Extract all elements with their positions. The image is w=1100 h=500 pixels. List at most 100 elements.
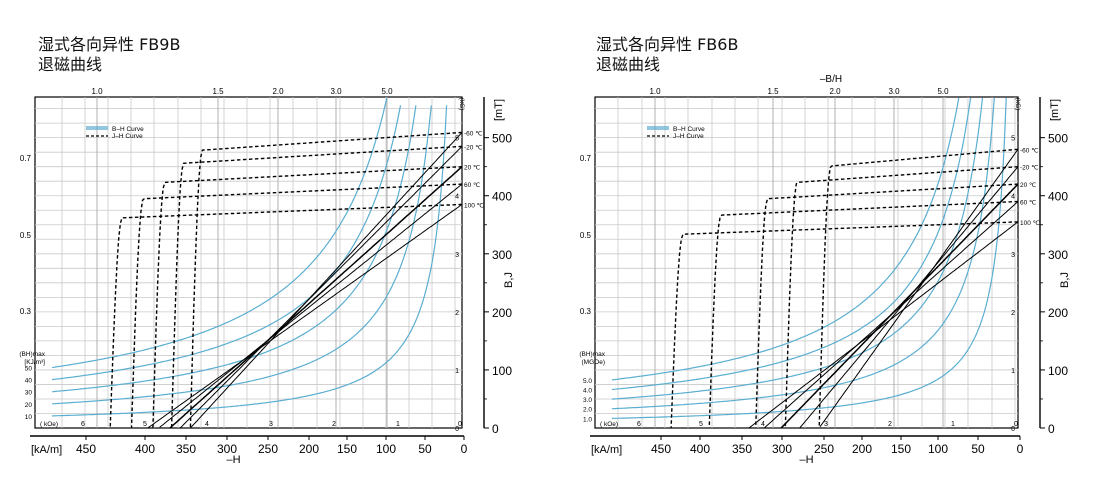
bhmax-label: (BH)max — [579, 351, 605, 358]
kg-tick-label: 2 — [455, 310, 459, 317]
chart-title: 湿式各向异性 FB6B 退磁曲线 — [596, 35, 738, 75]
left-tick-label: 0.7 — [580, 154, 592, 163]
mt-tick-label: 500 — [1048, 132, 1068, 146]
x-axis: [kA/m] 450 400 350 300 250 200 150 100 50 0 –H — [30, 435, 468, 466]
bhmax-iso-curve — [611, 97, 972, 391]
mt-tick-label: 300 — [492, 248, 512, 262]
bhmax-tick-label: 1.0 — [583, 416, 592, 423]
title-line-1: 湿式各向异性 FB9B — [38, 35, 181, 54]
x-tick-label: 400 — [135, 442, 155, 456]
bhmax-iso-curves: 10 20 30 40 50 — [25, 97, 448, 421]
koe-tick-label: 1 — [951, 421, 955, 428]
koe-tick-label: 6 — [81, 421, 85, 428]
koe-tick-label: 5 — [699, 421, 703, 428]
left-axis: 0.7 0.5 0.3 — [580, 154, 592, 316]
x-axis-unit: [kA/m] — [31, 444, 62, 456]
bh-line — [190, 132, 463, 429]
left-tick-label: 0.5 — [580, 231, 592, 240]
left-tick-label: 0.7 — [20, 154, 32, 163]
bhmax-iso-curve — [611, 97, 1007, 419]
mt-tick-label: 200 — [1048, 306, 1068, 320]
mt-axis: [mT] 500 400 300 200 100 0 B,J — [1039, 97, 1071, 436]
top-tick-label: 2.0 — [829, 87, 841, 96]
legend-bh-label: B–H Curve — [112, 126, 144, 133]
bh-line — [179, 146, 463, 429]
temperature-label: 60 ℃ — [1020, 200, 1037, 207]
bhmax-unit: [KJ/m³] — [24, 359, 45, 366]
koe-tick-label: 0 — [1014, 421, 1018, 428]
bh-lines — [147, 132, 463, 429]
bhmax-iso-curve — [611, 97, 984, 400]
legend-jh-label: J–H Curve — [112, 133, 143, 140]
chart-panel-fb9b: 湿式各向异性 FB9B 退磁曲线 1.0 1.5 2.0 3.0 5.0 0.7 0.5 0.… — [19, 35, 515, 466]
jh-curve — [109, 203, 463, 429]
left-axis: 0.7 0.5 0.3 — [20, 154, 32, 316]
top-axis: 1.0 1.5 2.0 3.0 5.0 –B/H — [649, 74, 949, 96]
temperature-label: -20 ℃ — [1020, 165, 1039, 172]
x-tick-label: 50 — [971, 442, 985, 456]
title-line-1: 湿式各向异性 FB6B — [596, 35, 739, 54]
temperature-label: 100 ℃ — [464, 202, 485, 209]
plot-frame — [594, 96, 1019, 429]
title-line-2: 退磁曲线 — [596, 55, 661, 74]
legend-jh-label: J–H Curve — [673, 133, 704, 140]
koe-tick-label: 2 — [888, 421, 892, 428]
temperature-label: -20 ℃ — [464, 144, 483, 151]
chart-grid — [34, 96, 463, 429]
temperature-label: -60 ℃ — [1020, 147, 1039, 154]
x-tick-label: 450 — [76, 442, 96, 456]
koe-label: ( kOe) — [600, 421, 618, 428]
x-tick-label: 300 — [772, 442, 792, 456]
kg-tick-label: 3 — [455, 252, 459, 259]
x-tick-label: 300 — [217, 442, 237, 456]
x-tick-label: 250 — [814, 442, 834, 456]
top-axis-label: –B/H — [820, 74, 842, 85]
koe-tick-label: 1 — [396, 421, 400, 428]
koe-tick-label: 6 — [637, 421, 641, 428]
jh-curve — [130, 183, 463, 429]
jh-curves: -60 ℃ -20 ℃ 20 ℃ 60 ℃ 100 ℃ — [109, 130, 485, 429]
bh-lines — [748, 149, 1019, 429]
kg-label: (kG) — [1014, 98, 1021, 111]
bhmax-iso-curve — [52, 105, 448, 417]
temperature-label: 60 ℃ — [464, 182, 481, 189]
mt-tick-label: 0 — [492, 422, 499, 436]
bhmax-tick-label: 50 — [25, 366, 33, 373]
mt-tick-label: 100 — [1048, 364, 1068, 378]
temperature-label: 20 ℃ — [464, 165, 481, 172]
mt-tick-label: 400 — [492, 190, 512, 204]
koe-tick-label: 5 — [143, 421, 147, 428]
bhmax-iso-curve — [611, 97, 995, 410]
x-tick-label: 400 — [690, 442, 710, 456]
kg-tick-label: 4 — [455, 194, 459, 201]
kg-tick-label: 3 — [1011, 252, 1015, 259]
jh-curve — [189, 131, 463, 429]
bhmax-tick-label: 30 — [25, 390, 33, 397]
kg-tick-label: 4 — [1011, 194, 1015, 201]
temperature-label: 100 ℃ — [1020, 220, 1041, 227]
x-axis: [kA/m] 450 400 350 300 250 200 150 100 50 0 –H — [590, 435, 1024, 466]
jh-curve — [670, 221, 1018, 429]
kg-label: (kG) — [458, 98, 465, 111]
left-tick-label: 0.5 — [20, 231, 32, 240]
bhmax-iso-curve — [52, 105, 432, 405]
chart-panel-fb6b: 湿式各向异性 FB6B 退磁曲线 1.0 1.5 2.0 3.0 5.0 –B/H 0.7 0… — [555, 0, 1100, 500]
x-tick-label: 350 — [732, 442, 752, 456]
chart-title: 湿式各向异性 FB9B 退磁曲线 — [38, 35, 180, 75]
koe-scale: ( kOe) 6 5 4 3 2 1 0 — [40, 421, 462, 428]
kg-tick-label: 0 — [1011, 426, 1015, 433]
bhmax-iso-curve — [611, 97, 960, 381]
bhmax-tick-label: 40 — [25, 378, 33, 385]
x-axis-unit: [kA/m] — [591, 444, 622, 456]
bh-line — [748, 221, 1019, 429]
chart-grid — [594, 96, 1019, 429]
koe-label: ( kOe) — [40, 421, 58, 428]
title-line-2: 退磁曲线 — [38, 55, 103, 74]
bh-line — [169, 166, 463, 429]
bj-axis-label: B,J — [503, 272, 515, 288]
x-axis-label: –H — [226, 454, 240, 466]
top-tick-label: 3.0 — [330, 87, 342, 96]
x-tick-label: 200 — [852, 442, 872, 456]
kg-tick-label: 0 — [455, 426, 459, 433]
temperature-label: -60 ℃ — [464, 130, 483, 137]
